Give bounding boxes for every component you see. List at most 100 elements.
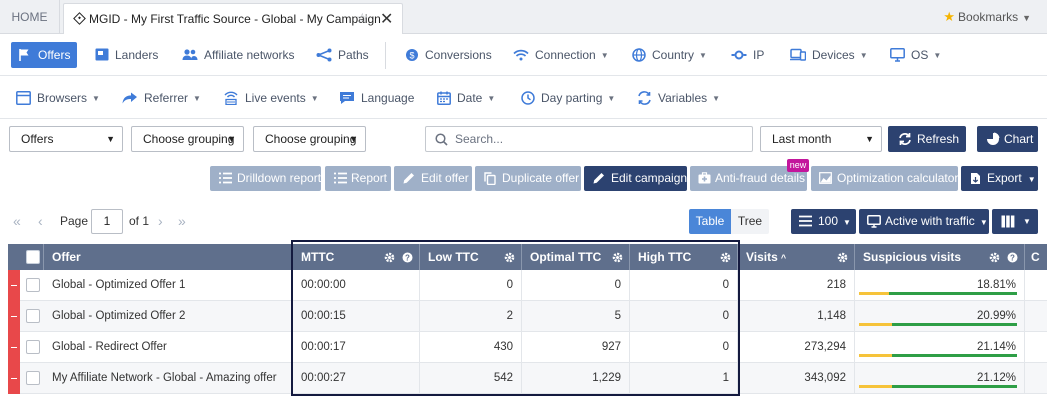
table-row[interactable]: Global - Optimized Offer 1 00:00:00 0 0 0 218…	[8, 270, 1047, 301]
star-icon[interactable]: ☆	[356, 10, 369, 26]
nav-referrer-label: Referrer	[144, 91, 189, 105]
header-next-column[interactable]: C	[1031, 250, 1040, 264]
grouping-select-2[interactable]: Choose grouping ▼	[253, 126, 366, 152]
lander-icon	[95, 48, 109, 61]
edit-campaign-button[interactable]: Edit campaign	[584, 166, 687, 191]
date-range-select[interactable]: Last month ▼	[760, 126, 882, 152]
table-row[interactable]: Global - Optimized Offer 2 00:00:15 2 5 0 1,1…	[8, 301, 1047, 332]
help-icon[interactable]: ?	[402, 252, 413, 263]
close-icon[interactable]: ✕	[380, 11, 394, 28]
drilldown-report-button[interactable]: Drilldown report	[210, 166, 321, 191]
nav-live-events[interactable]: Live events ▼	[223, 85, 319, 111]
view-tree-toggle[interactable]: Tree	[731, 209, 769, 234]
nav-day-parting[interactable]: Day parting ▼	[521, 85, 615, 111]
nav-offers[interactable]: Offers	[11, 42, 78, 68]
search-input[interactable]: Search...	[425, 126, 753, 152]
entity-select[interactable]: Offers ▼	[9, 126, 123, 152]
status-filter-select[interactable]: Active with traffic ▼	[859, 209, 989, 234]
gear-icon[interactable]	[837, 252, 848, 263]
row-checkbox[interactable]	[26, 278, 40, 292]
refresh-button[interactable]: Refresh	[888, 126, 966, 152]
grouping-select-1[interactable]: Choose grouping ▼	[131, 126, 244, 152]
tab-home[interactable]: HOME	[0, 0, 60, 34]
nav-country[interactable]: Country ▼	[632, 42, 707, 68]
help-icon[interactable]: ?	[1007, 252, 1018, 263]
header-low-ttc-label: Low TTC	[428, 250, 479, 264]
page-number-input[interactable]: 1	[91, 209, 123, 234]
gear-icon[interactable]	[989, 252, 1000, 263]
header-marker	[8, 244, 20, 270]
chat-icon	[340, 91, 354, 104]
nav-referrer[interactable]: Referrer ▼	[122, 85, 201, 111]
entity-select-value: Offers	[21, 132, 54, 146]
header-low-ttc[interactable]: Low TTC	[420, 244, 522, 270]
header-visits[interactable]: Visits ^	[738, 244, 855, 270]
nav-landers[interactable]: Landers	[95, 42, 158, 68]
gear-icon[interactable]	[504, 252, 515, 263]
chevron-down-icon: ▼	[843, 218, 851, 227]
row-checkbox[interactable]	[26, 340, 40, 354]
nav-devices[interactable]: Devices ▼	[790, 42, 868, 68]
first-page-icon[interactable]: «	[13, 213, 21, 229]
table-row[interactable]: Global - Redirect Offer 00:00:17 430 927 0 27…	[8, 332, 1047, 363]
nav-variables[interactable]: Variables ▼	[637, 85, 720, 111]
chevron-down-icon: ▼	[699, 50, 707, 60]
cell-offer[interactable]: Global - Optimized Offer 1	[44, 270, 293, 301]
nav-connection-label: Connection	[535, 48, 596, 62]
gear-icon[interactable]	[384, 252, 395, 263]
optimization-calculator-button[interactable]: Optimization calculator	[811, 166, 958, 191]
edit-offer-button[interactable]: Edit offer	[394, 166, 472, 191]
nav-paths[interactable]: Paths	[316, 42, 369, 68]
row-status-marker	[8, 301, 20, 332]
anti-fraud-details-label: Anti-fraud details	[715, 171, 806, 185]
sort-asc-icon[interactable]: ^	[780, 253, 787, 263]
ip-icon	[731, 50, 747, 60]
table-row[interactable]: My Affiliate Network - Global - Amazing …	[8, 363, 1047, 394]
grouping-select-1-value: Choose grouping	[143, 132, 235, 146]
nav-conversions[interactable]: $ Conversions	[405, 42, 492, 68]
nav-affiliate-networks[interactable]: Affiliate networks	[182, 42, 295, 68]
last-page-icon[interactable]: »	[178, 213, 186, 229]
duplicate-offer-button[interactable]: Duplicate offer	[475, 166, 581, 191]
status-filter-value: Active with traffic	[885, 214, 975, 228]
nav-connection[interactable]: Connection ▼	[513, 42, 609, 68]
gear-icon[interactable]	[720, 252, 731, 263]
chevron-down-icon: ▼	[1023, 217, 1031, 226]
chevron-down-icon: ▼	[1022, 13, 1031, 23]
nav-day-parting-label: Day parting	[541, 91, 603, 105]
nav-language[interactable]: Language	[339, 85, 414, 111]
prev-page-icon[interactable]: ‹	[38, 213, 43, 229]
suspicious-percent: 21.14%	[976, 341, 1016, 353]
nav-browsers[interactable]: Browsers ▼	[16, 85, 100, 111]
nav-os[interactable]: OS ▼	[890, 42, 941, 68]
header-suspicious-visits[interactable]: Suspicious visits ?	[855, 244, 1025, 270]
header-high-ttc[interactable]: High TTC	[630, 244, 738, 270]
suspicious-bar-fill	[859, 323, 893, 326]
header-select-all[interactable]	[20, 244, 44, 270]
gear-icon[interactable]	[612, 252, 623, 263]
nav-date[interactable]: Date ▼	[437, 85, 495, 111]
columns-button[interactable]: ▼	[992, 209, 1038, 234]
tab-active-campaign[interactable]: MGID - My First Traffic Source - Global …	[63, 3, 403, 34]
bookmarks-button[interactable]: ★ Bookmarks ▼	[943, 9, 1031, 25]
header-mttc[interactable]: MTTC ?	[293, 244, 420, 270]
report-button[interactable]: Report	[325, 166, 391, 191]
row-checkbox[interactable]	[26, 309, 40, 323]
rows-per-page-select[interactable]: 100 ▼	[791, 209, 856, 234]
export-button[interactable]: Export ▼	[961, 166, 1038, 191]
nav-divider	[385, 42, 386, 69]
view-table-toggle[interactable]: Table	[689, 209, 731, 234]
cell-offer[interactable]: Global - Redirect Offer	[44, 332, 293, 363]
header-optimal-ttc[interactable]: Optimal TTC	[522, 244, 630, 270]
select-all-checkbox[interactable]	[26, 250, 40, 264]
anti-fraud-details-button[interactable]: Anti-fraud details	[690, 166, 807, 191]
header-visits-tools	[833, 244, 848, 270]
header-offer[interactable]: Offer	[44, 244, 292, 270]
cell-offer[interactable]: Global - Optimized Offer 2	[44, 301, 293, 332]
cell-offer[interactable]: My Affiliate Network - Global - Amazing …	[44, 363, 293, 394]
next-page-icon[interactable]: ›	[158, 213, 163, 229]
row-checkbox[interactable]	[26, 371, 40, 385]
nav-ip[interactable]: IP	[731, 42, 764, 68]
chart-button[interactable]: Chart	[977, 126, 1038, 152]
nav-browsers-label: Browsers	[37, 91, 88, 105]
